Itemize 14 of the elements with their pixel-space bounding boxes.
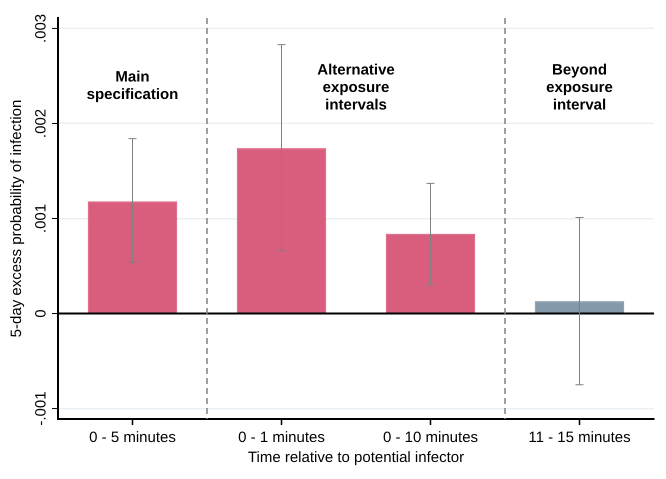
y-tick-label: .001 xyxy=(32,204,50,234)
x-tick-label: 0 - 10 minutes xyxy=(382,429,478,446)
x-tick-label: 0 - 1 minutes xyxy=(238,429,325,446)
y-tick-label: .003 xyxy=(32,14,50,44)
y-tick-label: .002 xyxy=(32,108,50,138)
annotation: Main specification xyxy=(86,68,178,104)
y-axis-title: 5-day excess probability of infection xyxy=(8,100,26,338)
x-tick-label: 11 - 15 minutes xyxy=(528,429,631,446)
x-tick-label: 0 - 5 minutes xyxy=(89,429,176,446)
y-tick-label: -.001 xyxy=(32,391,50,426)
y-tick-label: 0 xyxy=(32,309,50,318)
annotation: Alternative exposure intervals xyxy=(317,62,395,114)
annotation: Beyond exposure interval xyxy=(546,62,613,114)
x-axis-title: Time relative to potential infector xyxy=(248,449,464,466)
